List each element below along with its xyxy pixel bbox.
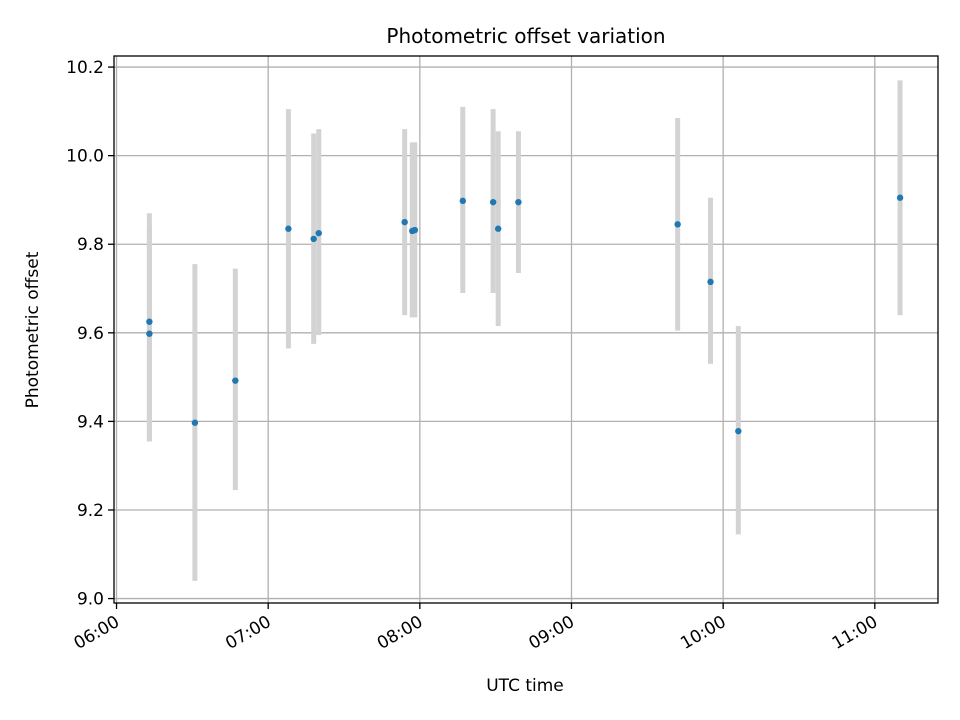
data-point — [146, 318, 153, 325]
y-axis: 9.0 9.2 9.4 9.6 9.8 10.0 10.2 — [66, 58, 114, 610]
y-tick-label: 9.2 — [77, 501, 104, 521]
data-points — [146, 194, 904, 435]
grid — [114, 56, 938, 603]
y-axis-title: Photometric offset — [23, 251, 43, 408]
data-point — [401, 218, 408, 226]
y-tick-label: 9.8 — [77, 235, 104, 255]
data-point — [191, 419, 199, 426]
plot-frame — [113, 55, 939, 604]
y-tick-label: 10.0 — [66, 147, 104, 167]
data-point — [411, 226, 418, 234]
data-point — [494, 225, 502, 232]
data-point — [310, 235, 317, 243]
data-point — [707, 278, 714, 286]
data-point — [315, 229, 322, 237]
chart-title: Photometric offset variation — [386, 24, 665, 48]
y-tick-label: 9.6 — [77, 324, 104, 344]
data-point — [515, 198, 522, 206]
data-point — [489, 198, 497, 206]
data-point — [232, 377, 239, 384]
y-tick-label: 9.4 — [77, 412, 104, 432]
data-point — [896, 194, 904, 201]
data-point — [674, 221, 681, 228]
data-point — [459, 197, 467, 205]
data-point — [285, 225, 292, 232]
y-tick-label: 9.0 — [77, 590, 104, 610]
data-point — [735, 427, 742, 435]
y-tick-label: 10.2 — [66, 58, 104, 78]
data-point — [146, 330, 153, 337]
x-axis-title: UTC time — [486, 676, 564, 696]
